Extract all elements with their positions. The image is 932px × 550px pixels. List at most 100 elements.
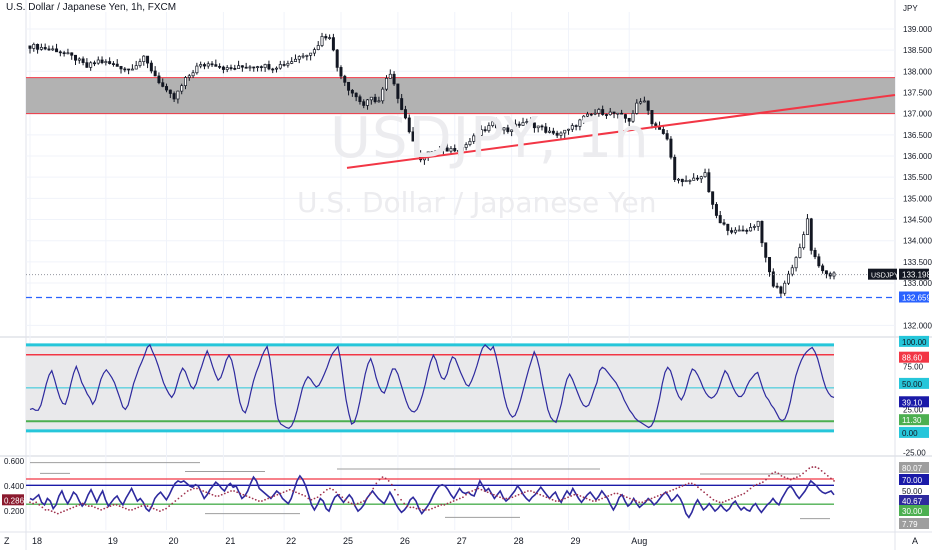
candle-body <box>301 55 305 58</box>
candle-body <box>593 112 597 115</box>
osc2-tag-bg <box>899 518 929 529</box>
candle-body <box>426 151 430 157</box>
osc2-signal-dot <box>700 488 702 491</box>
osc2-signal-dot <box>715 500 718 502</box>
candle-body <box>218 66 222 68</box>
osc2-signal-dot <box>629 497 631 500</box>
osc2-signal-dot <box>511 496 514 499</box>
osc2-signal-dot <box>601 497 603 500</box>
osc2-signal-dot <box>344 498 347 501</box>
candle-body <box>328 37 332 39</box>
candle-body <box>688 180 692 182</box>
candle-body <box>506 127 510 132</box>
candle-body <box>312 49 316 54</box>
osc2-signal-dot <box>780 474 783 477</box>
osc2-signal-dot <box>202 490 205 492</box>
candle-body <box>47 48 51 51</box>
candle-body <box>256 66 260 68</box>
osc2-signal-dot <box>604 496 607 499</box>
osc2-signal-dot <box>678 486 681 489</box>
symbol-tag-text: USDJPY <box>871 273 899 280</box>
osc2-signal-dot <box>115 503 118 506</box>
osc2-signal-dot <box>415 507 418 510</box>
osc2-signal-dot <box>520 492 523 495</box>
candle-body <box>646 100 650 111</box>
candle-body <box>441 147 445 150</box>
candle-body <box>567 128 571 131</box>
candle-body <box>737 229 741 232</box>
osc2-signal-dot <box>276 493 279 496</box>
candle-body <box>722 222 726 225</box>
osc2-signal-dot <box>406 505 409 507</box>
candle-body <box>89 62 93 68</box>
osc1-tag-bg <box>899 377 929 389</box>
osc2-signal-dot <box>307 497 310 500</box>
osc1-tag-text: 11.30 <box>902 416 922 425</box>
candle-body <box>388 73 392 79</box>
osc2-signal-dot <box>799 474 801 477</box>
axes: 18 19 20 21 22 25 26 27 28 29 Aug Z A 139.000 138.500 1… <box>4 4 932 546</box>
osc2-signal-dot <box>87 505 90 507</box>
symbol-tag-bg <box>868 268 897 280</box>
candle-body <box>259 66 263 68</box>
osc2-signal-dot <box>632 498 634 501</box>
osc2-signal-dot <box>239 492 242 495</box>
candle-body <box>483 129 487 132</box>
osc2-signal-dot <box>765 478 767 481</box>
candle-body <box>248 66 252 69</box>
osc1-tag-bg <box>899 351 929 363</box>
osc2-signal-dot <box>137 506 140 509</box>
osc2-signal-dot <box>63 510 65 513</box>
candle-body <box>487 125 491 132</box>
osc2-signal-dot <box>616 492 619 495</box>
candle-body <box>309 52 313 56</box>
candle-body <box>756 220 760 227</box>
candle-body <box>494 121 498 129</box>
candle-body <box>157 75 161 84</box>
price-tick-label: 132.000 <box>903 321 932 330</box>
osc2-signal-dot <box>162 508 164 511</box>
osc2-signal-dot <box>594 500 597 502</box>
candle-body <box>585 113 589 117</box>
price-tick-label: 133.500 <box>903 258 932 267</box>
osc2-signal-dot <box>316 496 319 499</box>
osc2-signal-dot <box>647 498 650 501</box>
time-axis-a-label: A <box>912 536 918 546</box>
watermark-name: U.S. Dollar / Japanese Yen <box>297 186 657 219</box>
candle-body <box>206 63 210 67</box>
osc2-signal-dot <box>607 495 610 497</box>
osc2-signal-dot <box>421 508 424 511</box>
osc2-signal-dot <box>768 474 770 477</box>
osc2-signal-dot <box>434 506 436 509</box>
candle-body <box>85 62 89 68</box>
osc2-signal-dot <box>650 497 653 500</box>
candle-body <box>794 257 798 269</box>
osc2-signal-dot <box>610 493 613 496</box>
candle-body <box>559 132 563 136</box>
candle-body <box>639 101 643 104</box>
candle-body <box>96 59 100 64</box>
osc2-signal-dot <box>270 496 273 499</box>
osc2-signal-dot <box>697 486 699 489</box>
price-tick-label: 138.500 <box>903 46 932 55</box>
osc2-signal-dot <box>802 472 804 475</box>
candle-body <box>381 88 385 102</box>
candle-body <box>445 147 449 152</box>
osc2-signal-dot <box>731 497 733 500</box>
osc2-tag-bg <box>899 505 929 516</box>
osc2-signal-dot <box>814 466 817 468</box>
candle-body <box>642 100 646 103</box>
candle-body <box>616 112 620 115</box>
candle-body <box>221 66 225 70</box>
osc2-signal-dot <box>786 477 789 480</box>
osc2-signal-dot <box>245 495 248 497</box>
osc2-signal-dot <box>152 507 155 510</box>
candle-body <box>396 83 400 99</box>
osc2-signal-dot <box>690 482 693 485</box>
osc2-signal-dot <box>220 493 223 496</box>
osc2-signal-dot <box>641 501 644 504</box>
oscillator-1 <box>26 343 835 433</box>
osc2-signal-dot <box>325 488 328 491</box>
candle-body <box>460 147 464 151</box>
osc2-tag-bg <box>899 462 929 473</box>
